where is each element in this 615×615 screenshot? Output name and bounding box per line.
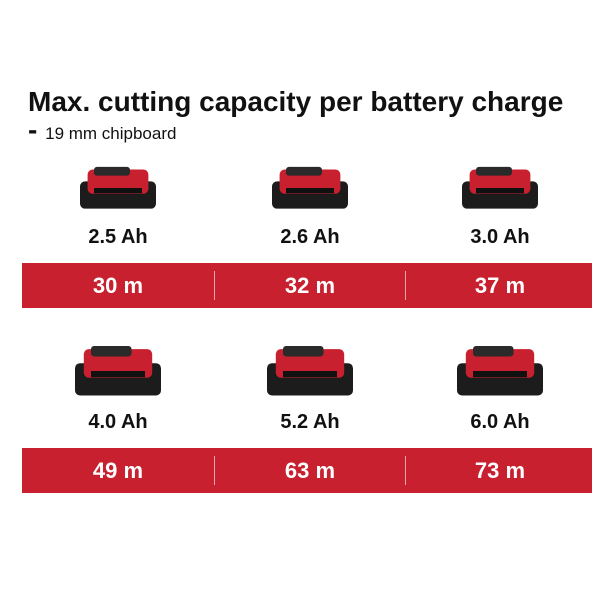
divider	[405, 456, 406, 485]
cutting-value: 30 m	[92, 273, 144, 298]
capacity-label: 2.6 Ah	[280, 226, 340, 248]
capacity-label: 3.0 Ah	[470, 226, 530, 248]
battery-icon	[462, 166, 538, 209]
cutting-value: 37 m	[474, 273, 526, 298]
value-bar: 49 m 63 m 73 m	[22, 448, 592, 493]
cutting-value: 32 m	[284, 273, 336, 298]
cutting-value: 49 m	[92, 458, 144, 483]
capacity-label: 5.2 Ah	[280, 411, 340, 433]
battery-icon	[457, 346, 543, 396]
subtitle: 19 mm chipboard	[45, 124, 177, 143]
divider	[214, 271, 215, 300]
title-block: Max. cutting capacity per battery charge…	[28, 88, 568, 148]
value-bar: 30 m 32 m 37 m	[22, 263, 592, 308]
capacity-label: 6.0 Ah	[470, 411, 530, 433]
divider	[405, 271, 406, 300]
divider	[214, 456, 215, 485]
cutting-value: 73 m	[474, 458, 526, 483]
battery-icon	[80, 166, 156, 209]
capacity-label: 2.5 Ah	[88, 226, 148, 248]
battery-icon	[272, 166, 348, 209]
battery-icon	[267, 346, 353, 396]
cutting-value: 63 m	[284, 458, 336, 483]
capacity-label: 4.0 Ah	[88, 411, 148, 433]
battery-icon	[75, 346, 161, 396]
title: Max. cutting capacity per battery charge…	[28, 86, 564, 145]
